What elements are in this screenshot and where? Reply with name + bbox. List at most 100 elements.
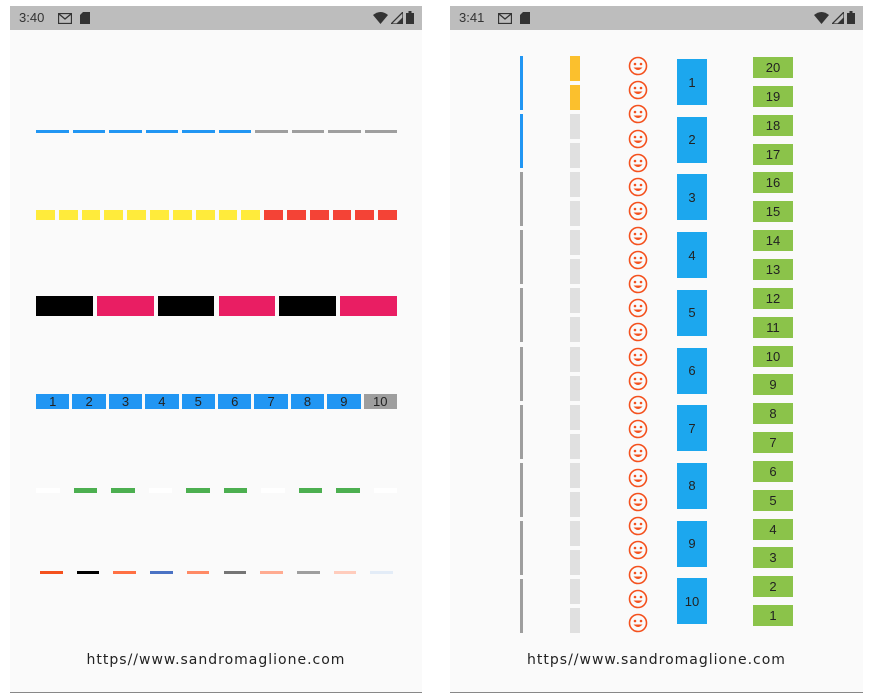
blue-numbered-block: 4: [677, 232, 707, 279]
blue-numbered-block: 1: [677, 59, 707, 105]
numbered-dashes-segment: 8: [290, 394, 325, 409]
numbered-dashes-segment: 3: [108, 394, 143, 409]
multicolor-dashes-segment: [370, 571, 393, 574]
wide-vertical-segment: [570, 114, 580, 140]
smiley-icon: [628, 468, 648, 488]
green-white-dashes-segment: [73, 488, 97, 493]
yellow-red-dashes-segment: [241, 210, 261, 220]
wide-vertical-segment: [570, 143, 580, 169]
yellow-red-dashes-segment: [36, 210, 55, 220]
green-numbered-block: 18: [753, 114, 793, 136]
status-right-icons: [814, 11, 855, 24]
blue-numbered-block: 3: [677, 174, 707, 221]
wide-vertical-segment: [570, 230, 580, 256]
smiley-icon: [628, 274, 648, 294]
segment-number: 6: [231, 394, 239, 409]
thin-vertical-segment: [520, 172, 523, 227]
segment-number: 2: [85, 394, 93, 409]
green-white-dashes-segment: [336, 488, 360, 493]
wide-vertical-segment: [570, 346, 580, 372]
thin-vertical-segment: [520, 520, 523, 575]
block-number: 4: [688, 247, 696, 263]
segment-number: 4: [158, 394, 166, 409]
numbered-dashes-segment: 1: [36, 394, 70, 409]
block-number: 8: [688, 478, 696, 494]
footer-url[interactable]: https//www.sandromaglione.com: [527, 652, 786, 668]
green-numbered-block: 5: [753, 489, 793, 511]
green-numbered-block: 3: [753, 547, 793, 569]
smiley-icon: [628, 177, 648, 197]
smiley-icon: [628, 395, 648, 415]
battery-icon: [847, 11, 855, 24]
blue-numbered-block: 2: [677, 116, 707, 163]
status-bar: 3:41: [450, 6, 863, 30]
green-white-dashes-segment: [223, 488, 247, 493]
smiley-icon: [628, 129, 648, 149]
green-numbered-block: 2: [753, 576, 793, 598]
block-number: 1: [688, 74, 696, 90]
black-pink-blocks-segment: [218, 296, 276, 316]
block-number: 20: [765, 60, 781, 75]
block-number: 18: [765, 117, 781, 133]
multicolor-dashes-segment: [76, 571, 100, 574]
thin-vertical-segment: [520, 114, 523, 169]
wide-vertical-segment: [570, 607, 580, 633]
block-number: 5: [688, 305, 696, 321]
thin-vertical-segment: [520, 230, 523, 285]
smiley-icon: [628, 516, 648, 536]
smiley-icon: [628, 589, 648, 609]
blue-numbered-block: 5: [677, 289, 707, 336]
block-number: 7: [769, 435, 777, 451]
multicolor-dashes-segment: [260, 571, 283, 574]
block-number: 2: [688, 132, 696, 148]
numbered-dashes-segment: 4: [145, 394, 179, 409]
smiley-icon: [628, 419, 648, 439]
yellow-red-dashes-segment: [332, 210, 352, 220]
green-numbered-block: 20: [753, 57, 793, 78]
yellow-red-dashes-segment: [286, 210, 306, 220]
block-number: 9: [769, 377, 777, 393]
smiley-icon: [628, 443, 648, 463]
wide-vertical-segment: [570, 172, 580, 198]
wide-vertical-segment: [570, 317, 580, 343]
footer-url[interactable]: https//www.sandromaglione.com: [86, 652, 346, 668]
yellow-red-dashes-segment: [150, 210, 169, 220]
blue-gray-dashes-segment: [328, 130, 361, 133]
smiley-icon: [628, 298, 648, 318]
blue-gray-dashes-segment: [109, 130, 142, 133]
block-number: 14: [765, 233, 781, 249]
thin-vertical-segment: [520, 346, 523, 401]
numbered-dashes-segment: 5: [181, 394, 215, 409]
numbered-dashes-segment: 6: [218, 394, 252, 409]
wifi-icon: [814, 11, 829, 24]
green-numbered-block: 12: [753, 287, 793, 309]
block-number: 3: [688, 189, 696, 205]
wide-vertical-segment: [570, 56, 580, 82]
green-white-dashes-segment: [298, 488, 322, 493]
segment-number: 3: [121, 394, 130, 409]
wide-vertical-segment: [570, 462, 580, 488]
block-number: 8: [769, 406, 777, 422]
smiley-icon: [628, 226, 648, 246]
block-number: 11: [766, 319, 780, 335]
black-pink-blocks-segment: [36, 296, 93, 316]
smiley-icon: [628, 492, 648, 512]
thin-vertical-segment: [520, 288, 523, 343]
blue-gray-dashes-segment: [145, 130, 178, 133]
wide-vertical-segment: [570, 578, 580, 604]
block-number: 17: [765, 146, 781, 162]
block-number: 4: [769, 521, 777, 537]
segment-number: 10: [373, 394, 388, 409]
smiley-icon: [628, 347, 648, 367]
green-numbered-block: 9: [753, 374, 793, 396]
multicolor-dashes-segment: [296, 571, 320, 574]
segment-number: 7: [267, 394, 275, 409]
smiley-icon: [628, 153, 648, 173]
sd-card-icon: [520, 12, 530, 27]
yellow-red-dashes-segment: [58, 210, 78, 220]
green-numbered-block: 19: [753, 85, 793, 107]
multicolor-dashes-segment: [223, 571, 247, 574]
green-numbered-block: 16: [753, 172, 793, 194]
block-number: 10: [765, 348, 781, 364]
blue-numbered-block: 8: [677, 462, 707, 509]
